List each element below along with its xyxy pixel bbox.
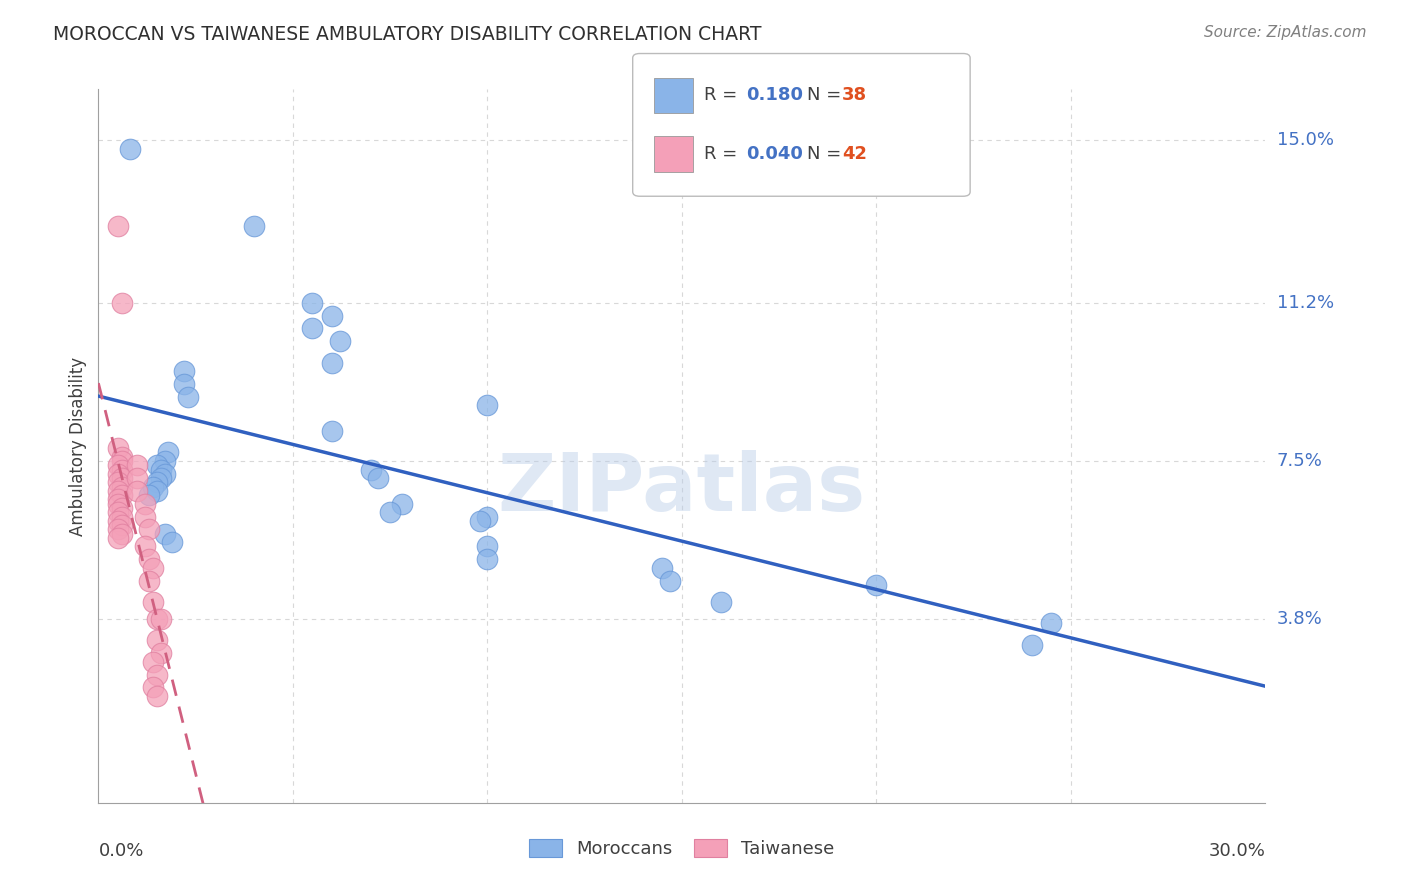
- Point: [149, 612, 172, 626]
- Point: [142, 681, 165, 695]
- Point: [138, 488, 160, 502]
- Point: [301, 321, 323, 335]
- Point: [173, 377, 195, 392]
- Text: N =: N =: [807, 145, 846, 163]
- Point: [127, 483, 149, 498]
- Point: [321, 356, 343, 370]
- Text: R =: R =: [704, 145, 744, 163]
- Text: ZIPatlas: ZIPatlas: [498, 450, 866, 528]
- Point: [107, 483, 129, 498]
- Text: R =: R =: [704, 87, 744, 104]
- Legend: Moroccans, Taiwanese: Moroccans, Taiwanese: [522, 831, 842, 865]
- Point: [111, 488, 134, 502]
- Point: [107, 522, 129, 536]
- Point: [153, 526, 176, 541]
- Point: [111, 296, 134, 310]
- Point: [127, 458, 149, 473]
- Point: [1040, 616, 1063, 631]
- Point: [111, 500, 134, 515]
- Point: [367, 471, 389, 485]
- Point: [134, 497, 156, 511]
- Point: [118, 142, 141, 156]
- Text: 11.2%: 11.2%: [1277, 293, 1334, 312]
- Point: [321, 309, 343, 323]
- Point: [162, 535, 184, 549]
- Point: [146, 458, 169, 473]
- Point: [149, 471, 172, 485]
- Point: [107, 505, 129, 519]
- Point: [142, 595, 165, 609]
- Text: N =: N =: [807, 87, 846, 104]
- Text: 30.0%: 30.0%: [1209, 842, 1265, 860]
- Point: [146, 475, 169, 490]
- Point: [321, 424, 343, 438]
- Point: [177, 390, 200, 404]
- Point: [477, 398, 499, 412]
- Point: [107, 441, 129, 455]
- Point: [710, 595, 733, 609]
- Text: MOROCCAN VS TAIWANESE AMBULATORY DISABILITY CORRELATION CHART: MOROCCAN VS TAIWANESE AMBULATORY DISABIL…: [53, 25, 762, 44]
- Point: [468, 514, 491, 528]
- Text: 38: 38: [842, 87, 868, 104]
- Point: [111, 509, 134, 524]
- Text: Source: ZipAtlas.com: Source: ZipAtlas.com: [1204, 25, 1367, 40]
- Point: [138, 522, 160, 536]
- Point: [107, 531, 129, 545]
- Point: [111, 454, 134, 468]
- Point: [153, 467, 176, 481]
- Point: [107, 475, 129, 490]
- Point: [477, 509, 499, 524]
- Point: [107, 492, 129, 507]
- Point: [111, 462, 134, 476]
- Text: 0.040: 0.040: [747, 145, 803, 163]
- Point: [477, 540, 499, 554]
- Point: [107, 497, 129, 511]
- Point: [865, 578, 887, 592]
- Point: [360, 462, 382, 476]
- Point: [157, 445, 180, 459]
- Point: [111, 480, 134, 494]
- Point: [149, 462, 172, 476]
- Point: [111, 526, 134, 541]
- Point: [111, 518, 134, 533]
- Point: [173, 364, 195, 378]
- Point: [134, 509, 156, 524]
- Point: [107, 467, 129, 481]
- Point: [111, 471, 134, 485]
- Point: [107, 219, 129, 233]
- Point: [107, 458, 129, 473]
- Point: [146, 633, 169, 648]
- Point: [138, 574, 160, 588]
- Point: [146, 483, 169, 498]
- Text: 15.0%: 15.0%: [1277, 131, 1333, 150]
- Point: [301, 296, 323, 310]
- Text: 42: 42: [842, 145, 868, 163]
- Point: [477, 552, 499, 566]
- Point: [142, 480, 165, 494]
- Y-axis label: Ambulatory Disability: Ambulatory Disability: [69, 357, 87, 535]
- Point: [1021, 638, 1043, 652]
- Text: 0.180: 0.180: [747, 87, 804, 104]
- Point: [142, 561, 165, 575]
- Point: [142, 655, 165, 669]
- Point: [111, 450, 134, 464]
- Point: [659, 574, 682, 588]
- Point: [107, 514, 129, 528]
- Point: [391, 497, 413, 511]
- Point: [651, 561, 673, 575]
- Point: [138, 552, 160, 566]
- Point: [149, 646, 172, 660]
- Text: 0.0%: 0.0%: [98, 842, 143, 860]
- Point: [134, 540, 156, 554]
- Point: [243, 219, 266, 233]
- Text: 7.5%: 7.5%: [1277, 452, 1323, 470]
- Point: [380, 505, 402, 519]
- Point: [146, 612, 169, 626]
- Point: [329, 334, 352, 349]
- Point: [146, 667, 169, 681]
- Point: [146, 689, 169, 703]
- Point: [127, 471, 149, 485]
- Text: 3.8%: 3.8%: [1277, 610, 1322, 628]
- Point: [153, 454, 176, 468]
